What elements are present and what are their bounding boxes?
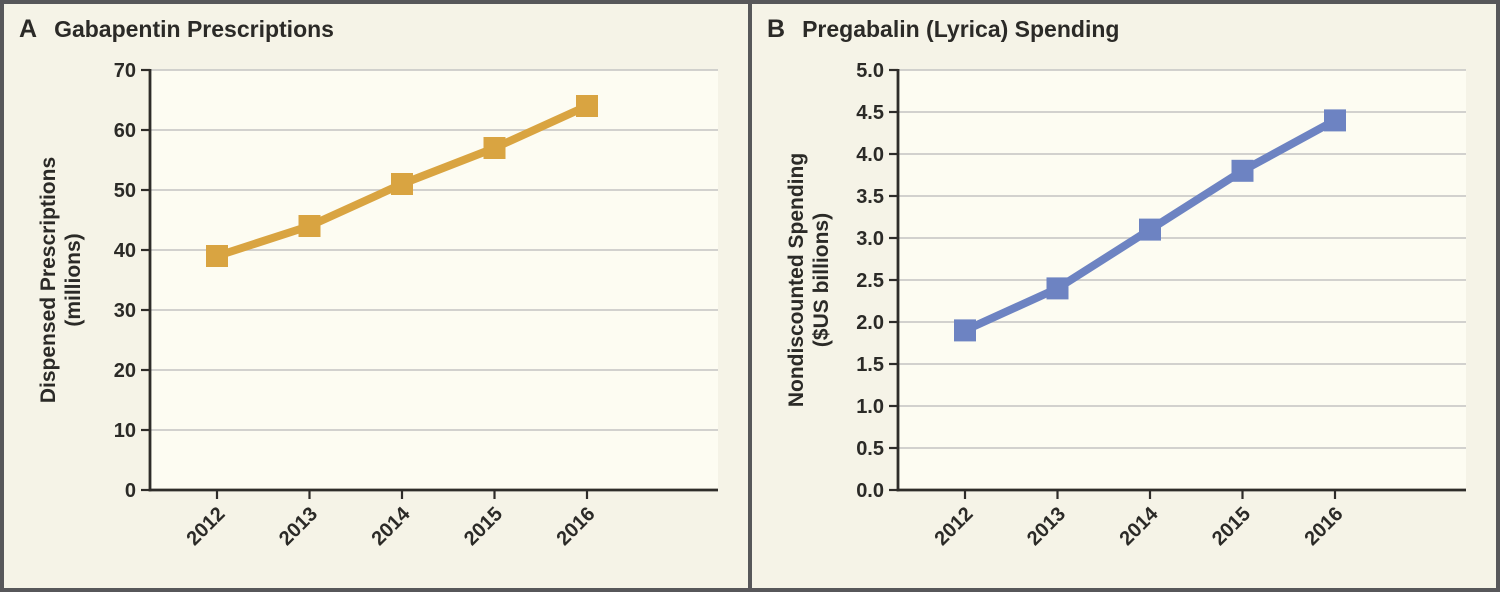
x-tick-label: 2015 xyxy=(460,503,507,550)
panel-b-title: Pregabalin (Lyrica) Spending xyxy=(802,16,1120,42)
y-tick-label: 3.5 xyxy=(856,186,884,208)
panel-a-title: Gabapentin Prescriptions xyxy=(54,16,334,42)
panel-b-header: B Pregabalin (Lyrica) Spending xyxy=(767,15,1119,44)
panel-a: A Gabapentin Prescriptions Dispensed Pre… xyxy=(4,4,748,588)
x-tick-label: 2012 xyxy=(931,503,978,550)
panel-b-chart: 0.0 0.5 1.0 1.5 2.0 2.5 3.0 3.5 4.0 4.5 5.0 2012 201… xyxy=(856,60,1466,550)
y-tick-label: 3.0 xyxy=(856,228,884,250)
data-point-marker xyxy=(1231,159,1254,182)
data-point-marker xyxy=(1046,277,1069,300)
data-point-marker xyxy=(1324,109,1346,132)
y-tick-label: 2.5 xyxy=(856,270,884,292)
data-point-marker xyxy=(298,215,321,237)
data-point-marker xyxy=(391,173,413,195)
y-tick-label: 0.5 xyxy=(856,438,884,460)
plot-area xyxy=(150,70,718,490)
panel-a-chart: 0 10 20 30 40 50 60 70 2012 2013 2014 2015 2016 xyxy=(114,60,718,550)
panel-a-y-axis-label: Dispensed Prescriptions (millions) xyxy=(36,157,86,403)
data-point-marker xyxy=(483,137,506,159)
panel-b: B Pregabalin (Lyrica) Spending Nondiscou… xyxy=(752,4,1496,588)
y-axis-label-line1: Dispensed Prescriptions xyxy=(37,156,60,404)
x-tick-label: 2012 xyxy=(183,503,230,550)
y-axis-label-line1: Nondiscounted Spending xyxy=(785,152,808,408)
y-tick-label: 70 xyxy=(114,60,136,82)
panel-a-letter: A xyxy=(19,15,38,43)
y-tick-label: 4.5 xyxy=(856,102,884,124)
x-tick-label: 2014 xyxy=(1116,502,1164,550)
panel-a-header: A Gabapentin Prescriptions xyxy=(19,15,334,44)
y-tick-label: 60 xyxy=(114,120,136,142)
y-tick-label: 0 xyxy=(125,480,136,502)
y-tick-label: 1.5 xyxy=(856,354,884,376)
x-tick-label: 2014 xyxy=(368,502,416,550)
data-point-marker xyxy=(576,95,598,117)
x-tick-label: 2013 xyxy=(275,503,322,550)
y-tick-label: 30 xyxy=(114,300,136,322)
y-tick-label: 10 xyxy=(114,420,136,442)
data-point-marker xyxy=(1139,218,1161,241)
y-tick-label: 4.0 xyxy=(856,144,884,166)
y-tick-label: 0.0 xyxy=(856,480,884,502)
x-tick-label: 2013 xyxy=(1023,503,1070,550)
y-axis-label-line2: ($US billions) xyxy=(810,212,833,348)
y-tick-label: 2.0 xyxy=(856,312,884,334)
y-axis-label-line2: (millions) xyxy=(62,233,85,327)
x-tick-label: 2015 xyxy=(1208,503,1255,550)
y-tick-label: 20 xyxy=(114,360,136,382)
data-point-marker xyxy=(954,319,976,342)
x-tick-label: 2016 xyxy=(553,503,600,550)
y-tick-label: 40 xyxy=(114,240,136,262)
y-tick-label: 5.0 xyxy=(856,60,884,82)
data-point-marker xyxy=(206,245,228,267)
panel-b-letter: B xyxy=(767,15,786,43)
y-tick-label: 50 xyxy=(114,180,136,202)
panel-divider xyxy=(748,4,752,588)
y-tick-label: 1.0 xyxy=(856,396,884,418)
panel-b-y-axis-label: Nondiscounted Spending ($US billions) xyxy=(784,153,834,407)
x-tick-label: 2016 xyxy=(1301,503,1348,550)
